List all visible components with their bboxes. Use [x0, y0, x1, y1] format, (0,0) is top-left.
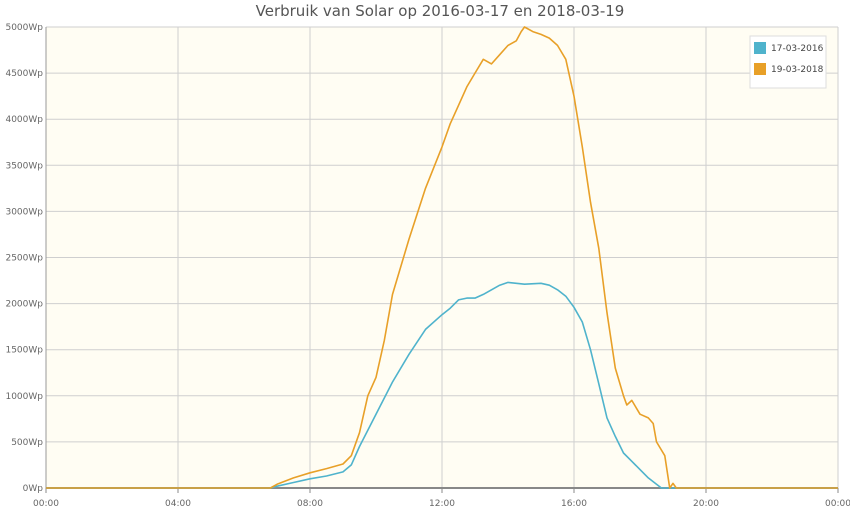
- legend-label: 17-03-2016: [771, 44, 824, 54]
- y-tick-label: 5000Wp: [5, 23, 43, 33]
- x-tick-label: 04:00: [165, 499, 191, 509]
- series-line-1[interactable]: [46, 26, 838, 489]
- series-line-0[interactable]: [46, 281, 838, 489]
- legend-swatch: [754, 63, 766, 75]
- y-tick-label: 1000Wp: [5, 392, 43, 402]
- y-tick-label: 0Wp: [23, 484, 44, 494]
- x-tick-label: 08:00: [297, 499, 323, 509]
- x-tick-label: 00:00: [33, 499, 59, 509]
- y-axis-ticks: 0Wp 500Wp 1000Wp 1500Wp 2000Wp 2500Wp 3000Wp 35…: [5, 23, 43, 494]
- x-tick-label: 16:00: [561, 499, 587, 509]
- y-tick-label: 2000Wp: [5, 300, 43, 310]
- series-layer: [46, 26, 838, 489]
- y-tick-label: 4000Wp: [5, 115, 43, 125]
- y-tick-label: 2500Wp: [5, 254, 43, 264]
- y-tick-label: 4500Wp: [5, 69, 43, 79]
- y-tick-label: 3500Wp: [5, 161, 43, 171]
- x-tick-label: 20:00: [693, 499, 719, 509]
- legend-swatch: [754, 42, 766, 54]
- y-tick-label: 3000Wp: [5, 207, 43, 217]
- legend[interactable]: 17-03-2016 19-03-2018: [749, 35, 827, 89]
- x-tick-label: 00:00: [825, 499, 850, 509]
- x-axis-ticks: 00:00 04:00 08:00 12:00 16:00 20:00 00:00: [33, 488, 850, 509]
- y-tick-label: 500Wp: [11, 438, 43, 448]
- legend-label: 19-03-2018: [771, 65, 824, 75]
- grid-lines: [46, 26, 839, 488]
- chart-title: Verbruik van Solar op 2016-03-17 en 2018…: [256, 2, 625, 20]
- y-tick-label: 1500Wp: [5, 346, 43, 356]
- x-tick-label: 12:00: [429, 499, 455, 509]
